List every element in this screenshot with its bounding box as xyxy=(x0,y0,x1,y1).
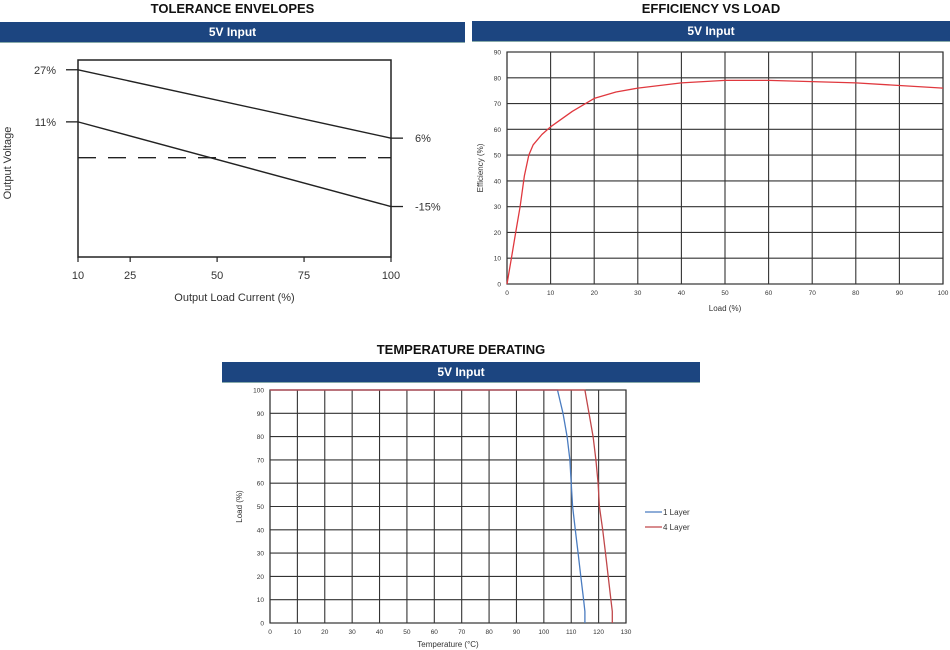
x-axis-label: Load (%) xyxy=(709,304,742,313)
x-tick-label: 30 xyxy=(634,290,642,297)
x-tick-label: 75 xyxy=(298,270,310,282)
y-tick-label: 100 xyxy=(253,388,264,395)
series-line-4-layer xyxy=(270,389,613,623)
tolerance-title: TOLERANCE ENVELOPES xyxy=(150,1,315,16)
y-tick-label: 80 xyxy=(494,75,502,82)
derating-title: TEMPERATURE DERATING xyxy=(376,342,546,357)
x-tick-label: 40 xyxy=(376,629,384,636)
legend-label: 4 Layer xyxy=(663,523,690,532)
x-tick-label: 60 xyxy=(431,629,439,636)
y-tick-label: 40 xyxy=(257,527,265,534)
x-axis-label: Output Load Current (%) xyxy=(174,292,294,304)
x-tick-label: 80 xyxy=(852,290,860,297)
y-axis-label: Load (%) xyxy=(235,490,244,523)
x-tick-label: 30 xyxy=(349,629,357,636)
x-tick-label: 110 xyxy=(566,629,577,636)
x-tick-label: 0 xyxy=(505,290,509,297)
tolerance-banner: 5V Input xyxy=(0,22,465,43)
x-tick-label: 80 xyxy=(485,629,493,636)
x-tick-label: 120 xyxy=(593,629,604,636)
x-tick-label: 100 xyxy=(938,290,949,297)
y-tick-label: 60 xyxy=(257,481,265,488)
y-tick-label: 50 xyxy=(257,504,265,511)
y-tick-label: 70 xyxy=(257,457,265,464)
envelope-start-label: 11% xyxy=(35,117,56,129)
y-tick-label: 80 xyxy=(257,434,265,441)
y-axis-label: Efficiency (%) xyxy=(476,143,485,192)
y-tick-label: 70 xyxy=(494,101,502,108)
envelope-line-1 xyxy=(77,121,392,208)
envelope-line-0 xyxy=(77,69,392,139)
y-tick-label: 10 xyxy=(257,597,265,604)
x-tick-label: 10 xyxy=(294,629,302,636)
series-line-1-layer xyxy=(270,389,586,623)
y-tick-label: 60 xyxy=(494,127,502,134)
envelope-start-label: 27% xyxy=(34,65,56,77)
x-tick-label: 70 xyxy=(809,290,817,297)
y-tick-label: 0 xyxy=(260,621,264,628)
x-tick-label: 50 xyxy=(721,290,729,297)
y-tick-label: 30 xyxy=(494,204,502,211)
y-tick-label: 30 xyxy=(257,551,265,558)
x-tick-label: 20 xyxy=(591,290,599,297)
x-tick-label: 20 xyxy=(321,629,329,636)
y-tick-label: 90 xyxy=(494,50,502,57)
envelope-end-label: 6% xyxy=(415,133,431,145)
x-tick-label: 50 xyxy=(211,270,223,282)
y-tick-label: 10 xyxy=(494,256,502,263)
y-tick-label: 20 xyxy=(257,574,265,581)
series-line-0 xyxy=(506,79,944,285)
envelope-end-label: -15% xyxy=(415,202,441,214)
efficiency-banner: 5V Input xyxy=(472,21,950,42)
y-tick-label: 90 xyxy=(257,411,265,418)
x-tick-label: 40 xyxy=(678,290,686,297)
x-tick-label: 70 xyxy=(458,629,466,636)
x-tick-label: 90 xyxy=(513,629,521,636)
x-tick-label: 100 xyxy=(382,270,400,282)
y-tick-label: 40 xyxy=(494,178,502,185)
x-axis-label: Temperature (°C) xyxy=(417,640,479,649)
x-tick-label: 60 xyxy=(765,290,773,297)
x-tick-label: 100 xyxy=(538,629,549,636)
legend-label: 1 Layer xyxy=(663,508,690,517)
plot-frame xyxy=(77,59,392,258)
x-tick-label: 25 xyxy=(124,270,136,282)
y-tick-label: 0 xyxy=(497,282,501,289)
x-tick-label: 50 xyxy=(403,629,411,636)
x-tick-label: 130 xyxy=(621,629,632,636)
y-tick-label: 20 xyxy=(494,230,502,237)
y-axis-label: Output Voltage xyxy=(2,127,14,200)
x-tick-label: 90 xyxy=(896,290,904,297)
x-tick-label: 10 xyxy=(547,290,555,297)
derating-banner: 5V Input xyxy=(222,362,700,383)
efficiency-title: EFFICIENCY VS LOAD xyxy=(641,1,781,16)
y-tick-label: 50 xyxy=(494,153,502,160)
x-tick-label: 0 xyxy=(268,629,272,636)
x-tick-label: 10 xyxy=(72,270,84,282)
